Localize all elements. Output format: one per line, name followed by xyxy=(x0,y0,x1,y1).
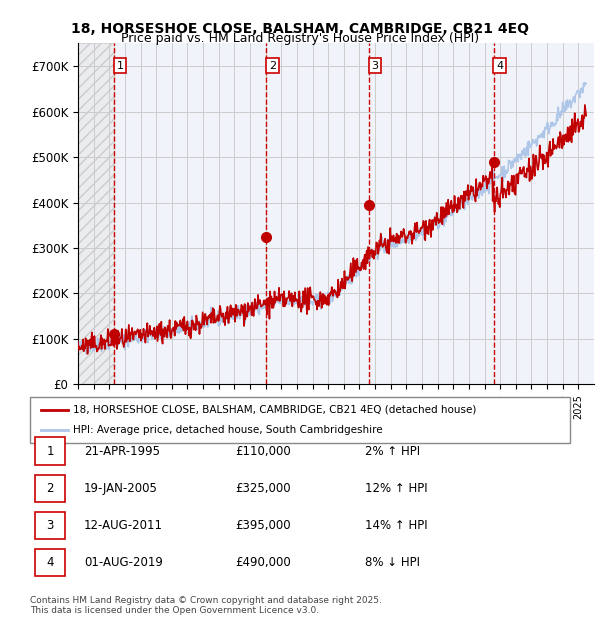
Bar xyxy=(78,43,114,384)
Bar xyxy=(78,43,114,384)
Text: 1: 1 xyxy=(47,445,54,458)
Text: £325,000: £325,000 xyxy=(235,482,291,495)
Text: 2% ↑ HPI: 2% ↑ HPI xyxy=(365,445,420,458)
Text: 21-APR-1995: 21-APR-1995 xyxy=(84,445,160,458)
Text: 12% ↑ HPI: 12% ↑ HPI xyxy=(365,482,427,495)
Text: Price paid vs. HM Land Registry's House Price Index (HPI): Price paid vs. HM Land Registry's House … xyxy=(121,32,479,45)
Text: 4: 4 xyxy=(496,61,503,71)
Text: 1: 1 xyxy=(116,61,124,71)
Text: 4: 4 xyxy=(47,556,54,569)
FancyBboxPatch shape xyxy=(35,438,65,465)
Text: £490,000: £490,000 xyxy=(235,556,291,569)
Text: 18, HORSESHOE CLOSE, BALSHAM, CAMBRIDGE, CB21 4EQ: 18, HORSESHOE CLOSE, BALSHAM, CAMBRIDGE,… xyxy=(71,22,529,36)
FancyBboxPatch shape xyxy=(35,549,65,577)
FancyBboxPatch shape xyxy=(35,475,65,502)
Text: 01-AUG-2019: 01-AUG-2019 xyxy=(84,556,163,569)
Text: 14% ↑ HPI: 14% ↑ HPI xyxy=(365,519,427,532)
Text: 8% ↓ HPI: 8% ↓ HPI xyxy=(365,556,420,569)
Text: £110,000: £110,000 xyxy=(235,445,291,458)
Text: Contains HM Land Registry data © Crown copyright and database right 2025.
This d: Contains HM Land Registry data © Crown c… xyxy=(30,596,382,615)
FancyBboxPatch shape xyxy=(30,397,570,443)
Text: HPI: Average price, detached house, South Cambridgeshire: HPI: Average price, detached house, Sout… xyxy=(73,425,383,435)
Text: £395,000: £395,000 xyxy=(235,519,291,532)
Text: 19-JAN-2005: 19-JAN-2005 xyxy=(84,482,158,495)
Text: 18, HORSESHOE CLOSE, BALSHAM, CAMBRIDGE, CB21 4EQ (detached house): 18, HORSESHOE CLOSE, BALSHAM, CAMBRIDGE,… xyxy=(73,405,476,415)
Text: 3: 3 xyxy=(371,61,379,71)
Text: 2: 2 xyxy=(47,482,54,495)
Text: 2: 2 xyxy=(269,61,276,71)
Text: 12-AUG-2011: 12-AUG-2011 xyxy=(84,519,163,532)
Text: 3: 3 xyxy=(47,519,54,532)
FancyBboxPatch shape xyxy=(35,512,65,539)
